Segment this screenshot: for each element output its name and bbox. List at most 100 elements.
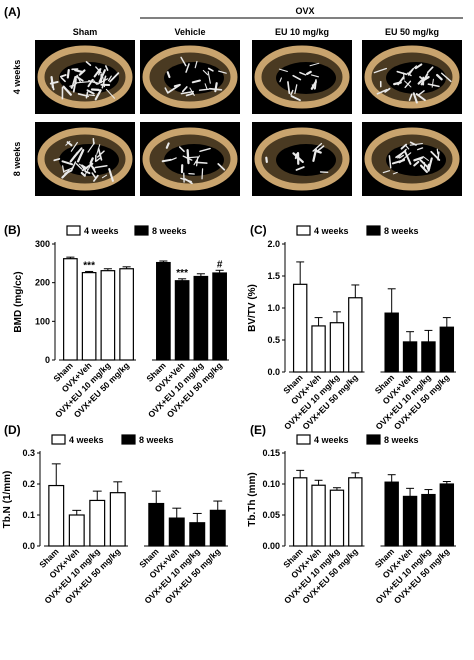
row-label-0: 4 weeks (12, 60, 22, 95)
trabecula (295, 166, 305, 171)
y-tick-label: 0.3 (22, 448, 35, 458)
trabecula (405, 144, 410, 150)
trabecula (70, 161, 77, 172)
trabecula (414, 63, 423, 70)
bar-4wk-3 (348, 297, 363, 373)
trabecula (167, 84, 181, 94)
trabecula (422, 156, 429, 162)
trabecula (218, 70, 227, 74)
y-tick-label: 0.15 (262, 448, 280, 458)
bar-4wk-2 (89, 499, 106, 547)
trabecula (306, 70, 312, 75)
trabecula (290, 95, 301, 102)
trabecula (178, 146, 185, 153)
trabecula (292, 152, 304, 163)
trabecula (180, 90, 194, 95)
legend-swatch (134, 225, 149, 236)
trabecula (409, 141, 417, 146)
bar-4wk-0 (48, 484, 65, 547)
trabecula (294, 84, 298, 94)
trabecula (398, 158, 406, 164)
trabecula (204, 83, 208, 90)
trabecula (265, 156, 268, 163)
ct-image-r1-c2 (252, 122, 352, 196)
trabecula (98, 69, 106, 83)
trabecula (292, 74, 302, 81)
y-tick-label: 0 (45, 355, 50, 365)
trabecula (413, 156, 424, 162)
trabecula (84, 164, 92, 175)
legend-label: 4 weeks (314, 435, 349, 445)
trabecula (279, 77, 282, 83)
trabecula (426, 163, 430, 170)
trabecula (97, 78, 109, 85)
trabecula (92, 79, 98, 85)
trabecula (185, 92, 194, 97)
y-tick-label: 0.00 (262, 541, 280, 551)
ct-image-r0-c1 (140, 40, 240, 114)
trabecula (418, 90, 425, 96)
ct-image-r1-c1 (140, 122, 240, 196)
trabecula (376, 88, 388, 95)
bar-4wk-1 (81, 272, 97, 361)
ovx-header: OVX (295, 6, 314, 16)
trabecula (311, 84, 316, 90)
bar-4wk-0 (63, 258, 78, 361)
trabecula (404, 80, 412, 88)
trabecula (299, 71, 307, 76)
column-header-0: Sham (73, 27, 98, 37)
bar-8wk-0 (148, 502, 165, 547)
cortical-bone (142, 45, 238, 109)
y-tick-label: 0.1 (22, 510, 35, 520)
trabecula (316, 145, 325, 152)
trabecula (93, 174, 99, 182)
cortical-bone (37, 45, 133, 109)
y-tick-label: 0.0 (267, 367, 280, 377)
ct-image-r1-c3 (362, 122, 462, 196)
significance-mark: *** (83, 260, 95, 271)
legend-label: 4 weeks (314, 226, 349, 236)
trabecula (87, 142, 95, 153)
bar-8wk-3 (439, 483, 455, 547)
trabecula (62, 85, 72, 96)
trabecula (89, 157, 94, 164)
trabecula (182, 155, 193, 161)
ct-image-r0-c0 (35, 40, 135, 114)
trabecula (80, 171, 86, 177)
bar-8wk-0 (156, 261, 171, 361)
bar-4wk-2 (100, 270, 116, 361)
panel-label: (E) (250, 423, 266, 437)
ct-image-r1-c0 (35, 122, 135, 196)
trabecula (195, 157, 199, 167)
bar-8wk-0 (384, 481, 399, 547)
panel-d: (D)0.00.10.20.3Tb.N (1/mm)ShamOVX+VehOVX… (2, 423, 228, 606)
trabecula (66, 69, 70, 79)
trabecula (421, 75, 430, 82)
trabecula (72, 147, 83, 159)
trabecula (185, 63, 190, 73)
trabecula (101, 174, 108, 179)
y-tick-label: 300 (35, 239, 50, 249)
cortical-bone (254, 45, 350, 109)
trabecula (384, 87, 391, 93)
legend-label: 8 weeks (152, 226, 187, 236)
trabecula (312, 142, 323, 152)
bar-8wk-1 (168, 517, 185, 547)
bar-8wk-3 (212, 272, 227, 361)
bar-4wk-2 (329, 322, 345, 373)
ct-image-r0-c3 (362, 40, 462, 114)
trabecula (278, 68, 288, 73)
trabecula (76, 148, 85, 163)
panel-label: (B) (4, 223, 21, 237)
row-label-1: 8 weeks (12, 142, 22, 177)
bar-8wk-3 (209, 509, 226, 547)
y-tick-label: 0.05 (262, 510, 280, 520)
column-header-2: EU 10 mg/kg (275, 27, 329, 37)
trabecula (382, 170, 391, 174)
trabecula (164, 87, 169, 94)
y-axis-label: BV/TV (%) (247, 284, 258, 332)
bar-8wk-1 (174, 280, 190, 361)
trabecula (105, 88, 115, 99)
